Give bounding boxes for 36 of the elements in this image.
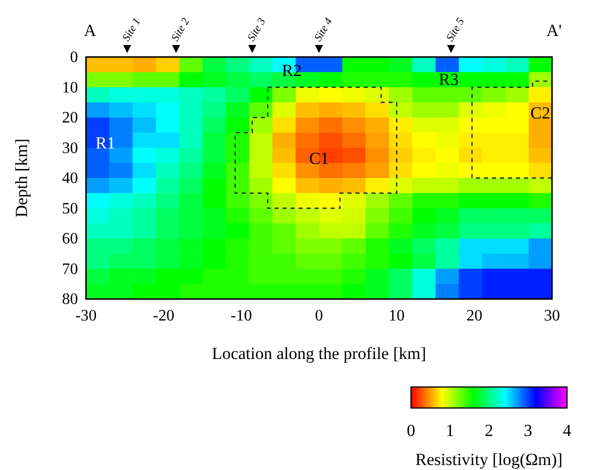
- color-bar-label: 0: [406, 421, 416, 440]
- text: Site 5: [444, 16, 468, 44]
- text: Site 1: [120, 16, 144, 44]
- text: A': [546, 21, 562, 40]
- annotation: R1: [95, 134, 116, 153]
- annotation: R3: [438, 70, 459, 90]
- y-tick-label: 30: [62, 140, 78, 157]
- y-tick-label: 20: [62, 110, 78, 127]
- y-tick-label: 60: [62, 230, 78, 248]
- y-tick-label: 80: [62, 291, 78, 308]
- y-axis-title: Depth [km]: [12, 138, 31, 218]
- x-tick-label: 10: [388, 307, 405, 324]
- annotation: C1: [309, 148, 329, 168]
- annotation: C2: [530, 103, 550, 122]
- color-bar-label: 4: [562, 421, 572, 440]
- color-bar-label: 1: [446, 421, 454, 440]
- x-tick-label: 30: [544, 307, 560, 324]
- y-tick-label: 50: [62, 200, 78, 218]
- text: Site 4: [312, 16, 336, 44]
- x-axis-title: Location along the profile [km]: [212, 344, 426, 363]
- y-tick-label: 0: [70, 49, 78, 66]
- y-tick-label: 40: [62, 170, 78, 188]
- x-tick-label: 20: [466, 307, 482, 324]
- annotation: R2: [282, 61, 302, 80]
- text: Site 3: [245, 16, 268, 44]
- y-tick-label: 10: [62, 79, 78, 96]
- text: Site 2: [169, 16, 192, 44]
- x-tick-label: 0: [315, 307, 323, 324]
- color-bar-label: 3: [524, 421, 532, 440]
- x-tick-label: -30: [75, 307, 97, 324]
- color-bar-label: 2: [484, 421, 494, 440]
- x-tick-label: -10: [230, 307, 252, 324]
- x-tick-label: -20: [153, 307, 174, 324]
- y-tick-label: 70: [62, 260, 78, 278]
- color-bar-title: Resistivity [log(Ωm)]: [415, 450, 563, 469]
- text: A: [84, 21, 97, 40]
